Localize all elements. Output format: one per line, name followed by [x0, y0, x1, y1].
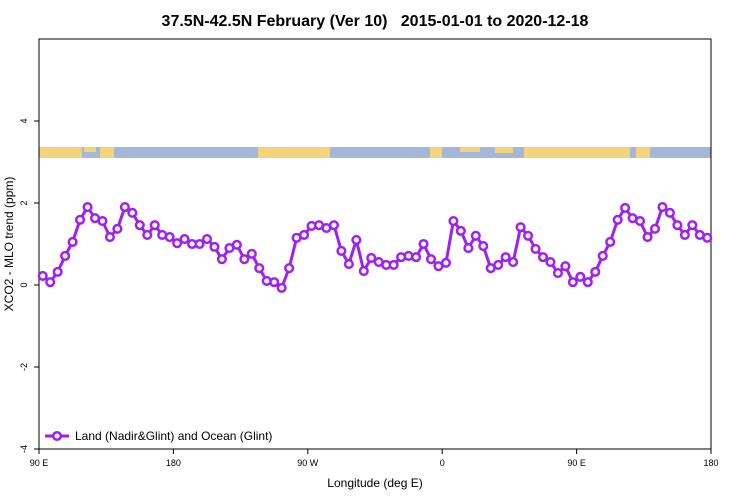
data-point	[97, 215, 108, 227]
data-point	[508, 256, 519, 268]
data-point	[642, 231, 653, 243]
x-tick-label: 90 E	[567, 458, 586, 468]
data-point	[134, 220, 145, 231]
data-point	[269, 277, 280, 288]
data-point	[194, 238, 205, 250]
data-point	[231, 239, 242, 250]
data-point	[672, 220, 683, 231]
data-point	[254, 263, 265, 274]
data-point	[515, 222, 526, 233]
data-point	[470, 230, 481, 241]
data-point	[582, 277, 593, 288]
y-tick-label: -2	[19, 363, 29, 371]
data-point	[612, 214, 623, 225]
data-point	[664, 207, 675, 218]
data-point	[276, 282, 287, 293]
y-tick-label: 0	[19, 282, 29, 287]
data-point	[448, 215, 459, 227]
data-point	[679, 229, 690, 241]
data-point	[590, 266, 601, 277]
data-point	[343, 259, 354, 270]
data-point	[299, 229, 310, 241]
data-point	[366, 252, 377, 263]
data-point	[478, 241, 489, 252]
data-point	[328, 220, 339, 231]
data-point	[82, 202, 93, 213]
y-tick-label: 4	[19, 118, 29, 123]
y-tick-label: -4	[19, 445, 29, 453]
x-axis-label: Longitude (deg E)	[327, 476, 422, 490]
y-tick-label: 2	[19, 200, 29, 205]
x-tick-label: 180	[166, 458, 181, 468]
data-point	[284, 263, 295, 274]
x-tick-label: 180	[703, 458, 718, 468]
data-point	[418, 238, 429, 250]
data-point	[545, 256, 556, 268]
data-point	[620, 202, 631, 213]
data-point	[440, 257, 451, 268]
x-tick-label: 90 W	[297, 458, 319, 468]
data-point	[493, 259, 504, 270]
data-point	[687, 220, 698, 231]
data-point	[67, 236, 78, 247]
data-point	[164, 231, 175, 243]
data-point	[463, 243, 474, 254]
data-point	[179, 234, 190, 245]
data-point	[635, 215, 646, 227]
data-point	[246, 248, 257, 259]
data-point	[239, 254, 250, 265]
plot-frame	[38, 38, 712, 450]
data-point	[575, 271, 586, 282]
data-point	[142, 229, 153, 241]
data-point	[172, 238, 183, 249]
data-point	[52, 266, 63, 277]
data-point	[119, 202, 130, 213]
data-point	[530, 243, 541, 254]
data-point	[112, 223, 123, 234]
land-ocean-strip	[39, 147, 711, 158]
data-point	[411, 252, 422, 263]
data-point	[388, 259, 399, 270]
data-point	[657, 202, 668, 213]
data-point	[351, 234, 362, 245]
data-point	[455, 225, 466, 236]
data-point	[567, 277, 578, 288]
data-point	[597, 250, 608, 261]
data-point	[37, 270, 48, 282]
data-point	[523, 230, 534, 241]
data-point	[201, 234, 213, 245]
legend-label: Land (Nadir&Glint) and Ocean (Glint)	[75, 429, 272, 443]
data-point	[537, 252, 549, 263]
data-point	[605, 236, 616, 247]
data-point	[425, 254, 437, 265]
chart-title: 37.5N-42.5N February (Ver 10) 2015-01-01…	[162, 13, 589, 30]
data-point	[209, 241, 220, 252]
data-point	[358, 266, 369, 277]
data-point	[702, 232, 713, 243]
y-axis-label: XCO2 - MLO trend (ppm)	[2, 177, 16, 312]
data-point	[104, 231, 115, 243]
data-point	[75, 214, 86, 225]
x-tick-label: 0	[440, 458, 445, 468]
data-point	[149, 220, 160, 231]
data-point	[552, 268, 563, 279]
data-point	[649, 223, 661, 234]
data-point	[336, 245, 347, 257]
x-tick-label: 90 E	[30, 458, 49, 468]
legend-marker	[51, 430, 63, 442]
data-point	[216, 254, 227, 265]
data-point	[500, 252, 511, 263]
data-point	[60, 250, 71, 261]
data-point	[560, 261, 571, 272]
data-point	[45, 277, 56, 288]
data-point	[127, 207, 138, 218]
data-line	[41, 204, 708, 291]
